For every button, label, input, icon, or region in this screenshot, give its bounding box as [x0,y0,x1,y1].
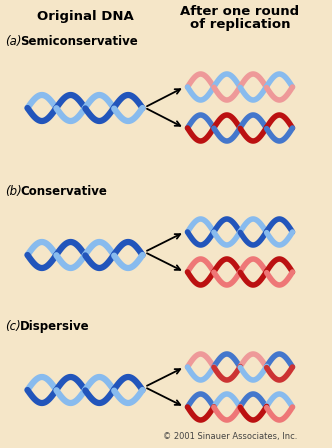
Text: After one round: After one round [180,5,299,18]
Text: Original DNA: Original DNA [37,10,133,23]
Text: of replication: of replication [190,18,290,31]
Text: (a): (a) [5,35,22,48]
Text: Conservative: Conservative [20,185,107,198]
Text: (c): (c) [5,320,21,333]
Text: Semiconservative: Semiconservative [20,35,138,48]
Text: © 2001 Sinauer Associates, Inc.: © 2001 Sinauer Associates, Inc. [163,432,297,441]
Text: Dispersive: Dispersive [20,320,90,333]
Text: (b): (b) [5,185,22,198]
